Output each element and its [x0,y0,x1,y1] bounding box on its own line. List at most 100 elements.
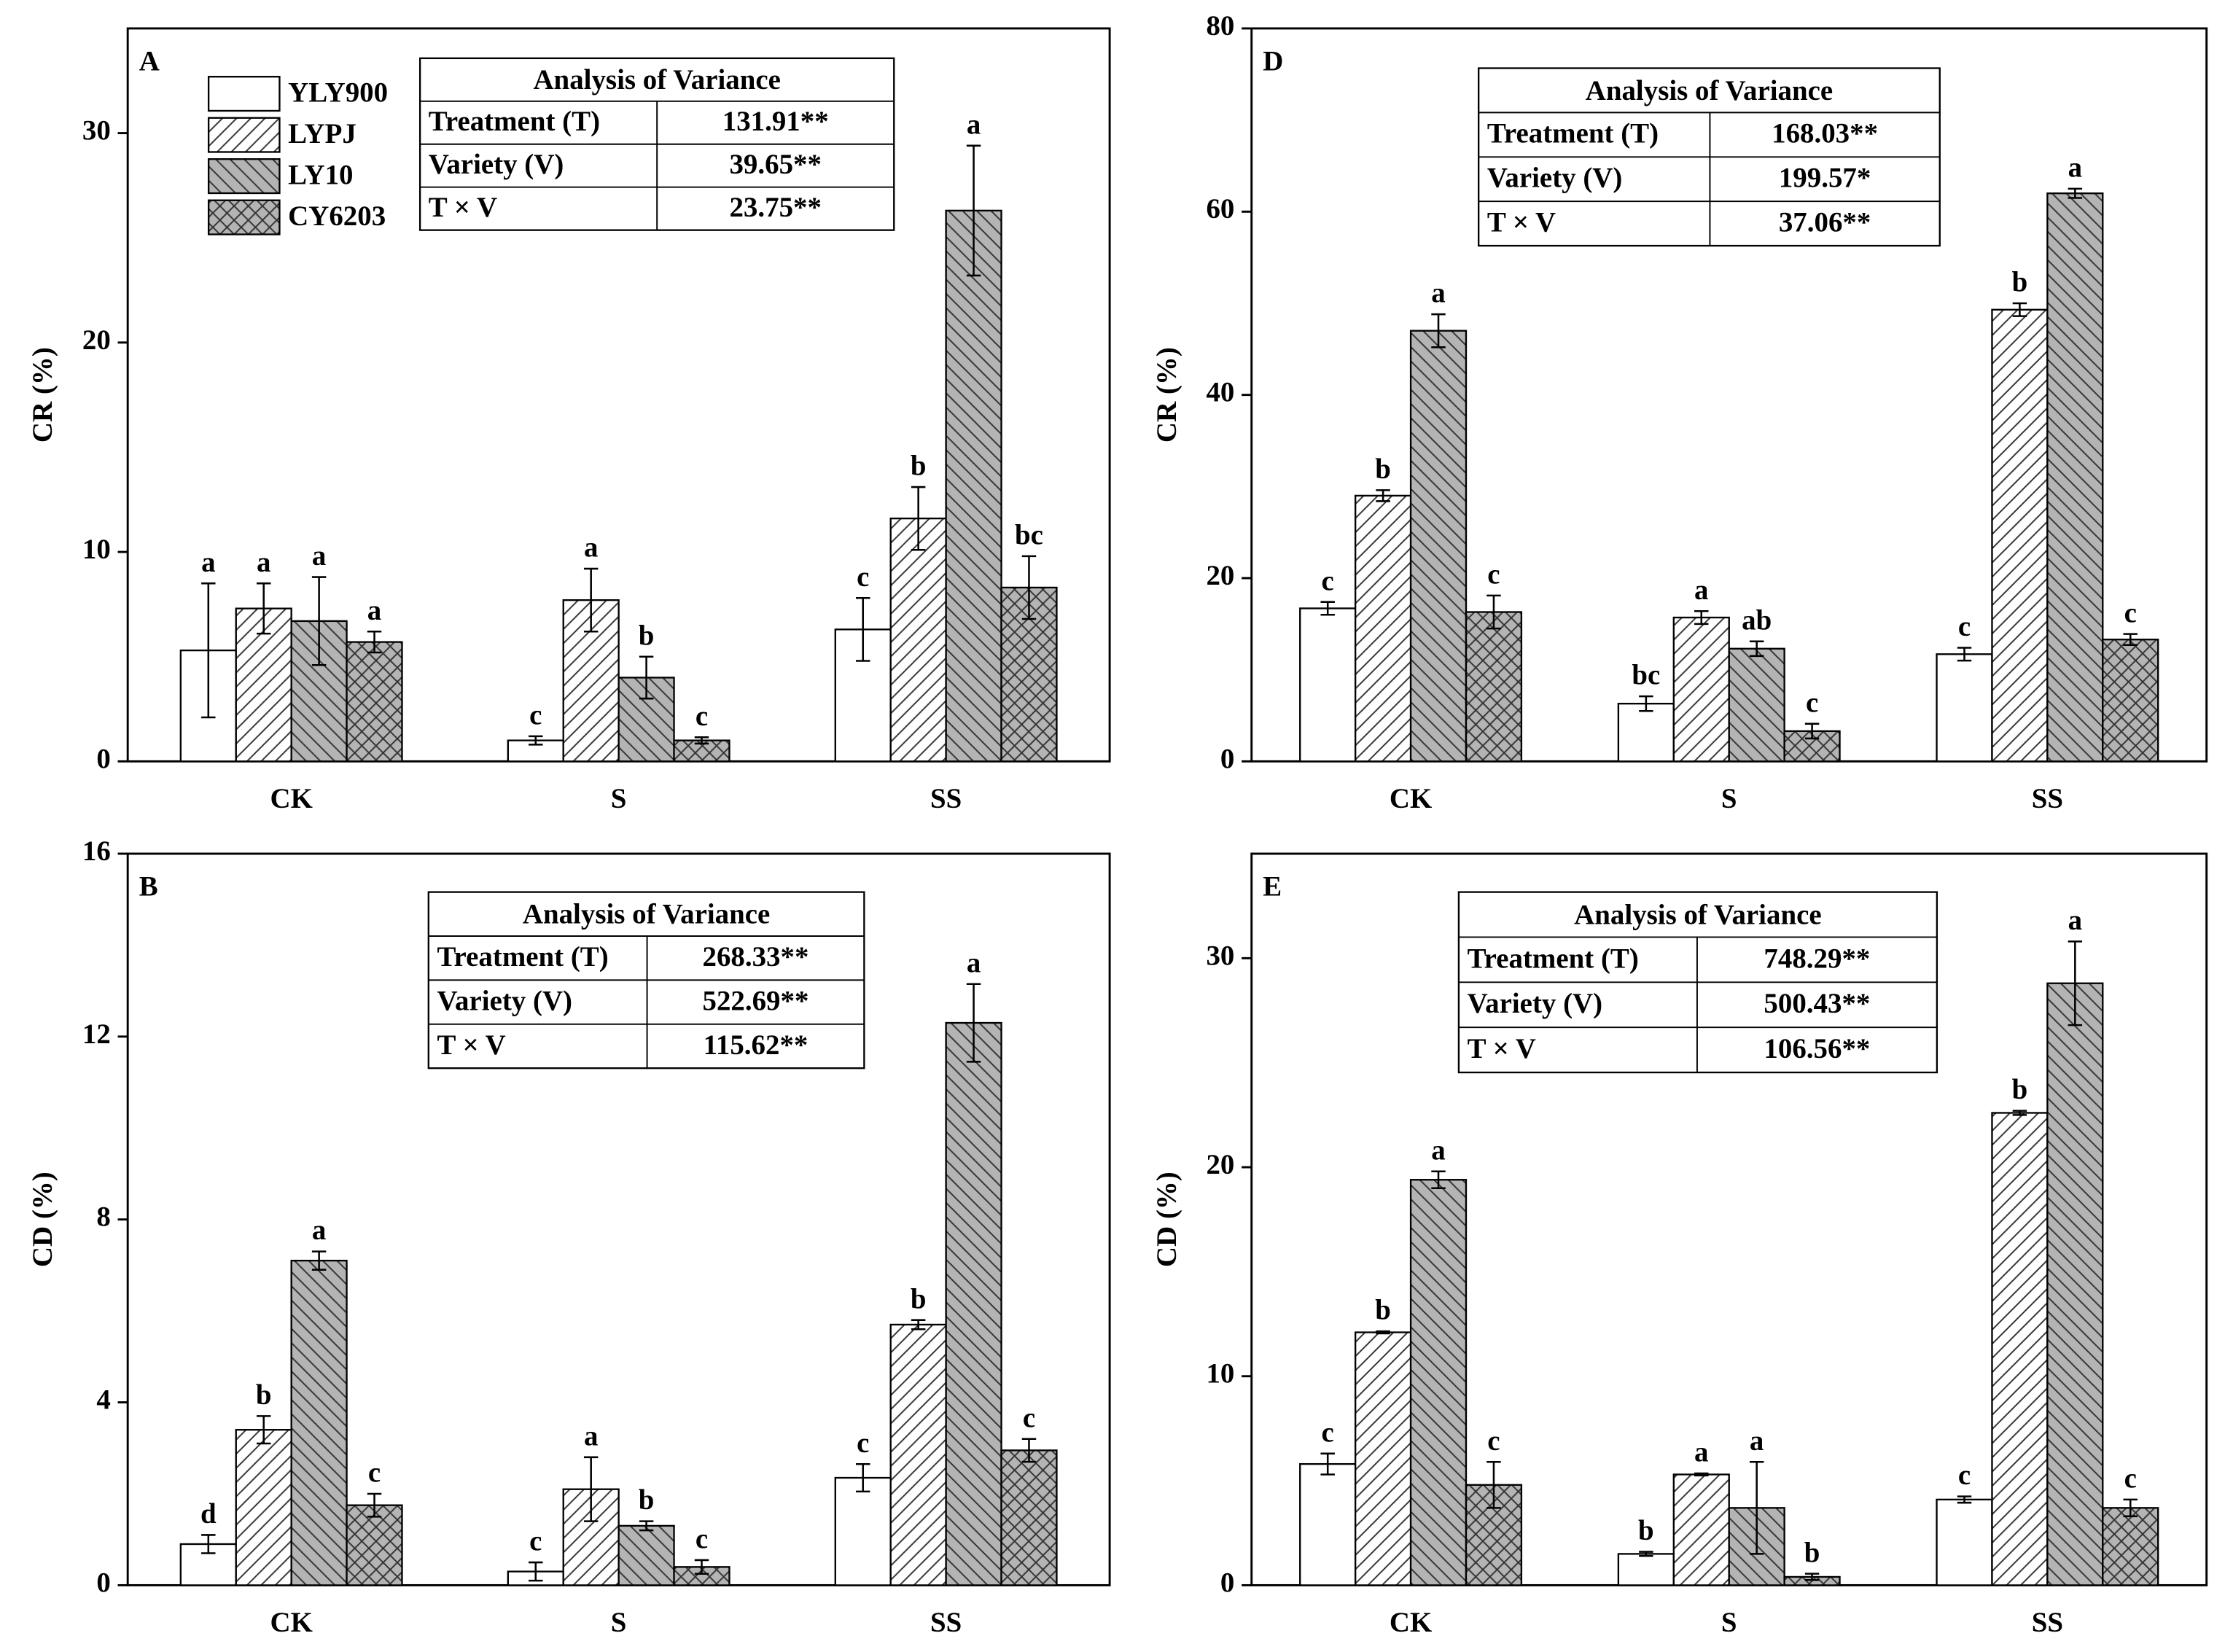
y-tick-label: 20 [1206,1149,1234,1180]
bar [1000,1449,1058,1586]
legend-swatch [207,117,281,153]
panel-label: D [1263,46,1283,77]
anova-row-label: Treatment (T) [1468,943,1639,974]
significance-letter: c [695,1524,708,1555]
anova-title: Analysis of Variance [523,899,770,930]
significance-letter: a [584,1420,598,1452]
anova-row-value: 115.62** [704,1029,808,1061]
panel-label: E [1263,871,1282,903]
y-axis-label: CD (%) [27,1172,58,1267]
significance-letter: b [1638,1515,1654,1546]
y-tick-label: 20 [82,324,111,356]
significance-letter: a [201,547,215,578]
significance-letter: b [1375,1295,1391,1326]
legend-swatch [207,76,281,112]
bar [617,1524,675,1586]
x-tick-label: CK [270,783,312,814]
anova-title: Analysis of Variance [1574,899,1821,930]
significance-letter: c [529,699,542,730]
anova-row-label: Variety (V) [1468,988,1603,1019]
legend-label: LY10 [288,159,353,190]
y-tick-label: 0 [1220,743,1234,774]
anova-row-label: Variety (V) [1487,163,1623,194]
bar [1465,611,1523,763]
y-axis-label: CR (%) [1151,347,1182,443]
anova-row-label: T × V [1468,1033,1536,1064]
x-tick-label: S [611,1607,627,1638]
significance-letter: a [584,532,598,564]
x-tick-label: SS [930,783,962,814]
bar [1299,607,1357,763]
y-tick-label: 20 [1206,560,1234,591]
significance-letter: a [367,595,381,626]
x-tick-label: S [611,783,627,814]
anova-row-value: 106.56** [1764,1033,1870,1064]
bar [1617,703,1675,763]
y-tick-label: 30 [1206,940,1234,971]
anova-title: Analysis of Variance [533,64,780,96]
significance-letter: d [200,1498,217,1530]
bar [1672,616,1730,763]
significance-letter: a [312,1215,326,1246]
anova-row-label: Variety (V) [429,149,564,180]
y-tick-label: 4 [96,1384,110,1415]
anova-row-label: Treatment (T) [1487,118,1659,149]
significance-letter: a [2068,905,2082,936]
anova-row-value: 500.43** [1764,988,1870,1019]
legend-label: LYPJ [288,118,356,149]
significance-letter: c [1958,1460,1971,1491]
significance-letter: b [2012,1074,2028,1105]
anova-row-value: 199.57* [1779,163,1871,194]
y-tick-label: 40 [1206,377,1234,408]
x-tick-label: SS [2032,1607,2063,1638]
significance-letter: a [1750,1425,1764,1457]
significance-letter: b [1375,453,1391,485]
y-tick-label: 0 [96,743,110,774]
significance-letter: c [1806,687,1818,718]
x-tick-label: S [1721,1607,1737,1638]
significance-letter: c [1322,1417,1334,1448]
bar [1672,1473,1730,1586]
bar [2046,982,2104,1586]
bar [1936,1498,1993,1586]
significance-letter: a [1431,278,1445,309]
y-tick-label: 60 [1206,193,1234,225]
bar [1354,494,1412,763]
bar [889,1323,947,1586]
significance-letter: b [911,451,927,482]
y-axis-label: CR (%) [27,347,58,443]
significance-letter: c [529,1526,542,1557]
bar [834,1476,892,1586]
bar [1617,1553,1675,1586]
anova-row-label: T × V [429,192,497,223]
anova-row-label: Variety (V) [437,985,573,1016]
bar [1299,1462,1357,1586]
anova-row-value: 748.29** [1764,943,1870,974]
significance-letter: c [2124,597,2137,628]
legend-label: CY6203 [288,200,386,232]
y-tick-label: 0 [1220,1567,1234,1598]
x-tick-label: SS [2032,783,2063,814]
bar [889,517,947,763]
significance-letter: a [312,540,326,572]
x-tick-label: S [1721,783,1737,814]
anova-row-value: 23.75** [729,192,821,223]
anova-row-value: 268.33** [703,941,809,973]
bar [945,209,1002,763]
bar [2102,639,2159,763]
significance-letter: a [967,947,981,978]
significance-letter: bc [1015,519,1043,550]
legend-swatch [207,199,281,235]
y-tick-label: 10 [1206,1358,1234,1390]
bar [235,1429,292,1586]
significance-letter: a [1431,1134,1445,1166]
significance-letter: c [857,1427,869,1459]
anova-row-value: 522.69** [703,985,809,1016]
panel-label: B [139,871,158,903]
significance-letter: a [1694,1437,1708,1468]
x-tick-label: CK [1390,1607,1432,1638]
significance-letter: a [257,547,270,578]
significance-letter: c [1487,558,1500,590]
anova-row-value: 131.91** [722,106,829,137]
